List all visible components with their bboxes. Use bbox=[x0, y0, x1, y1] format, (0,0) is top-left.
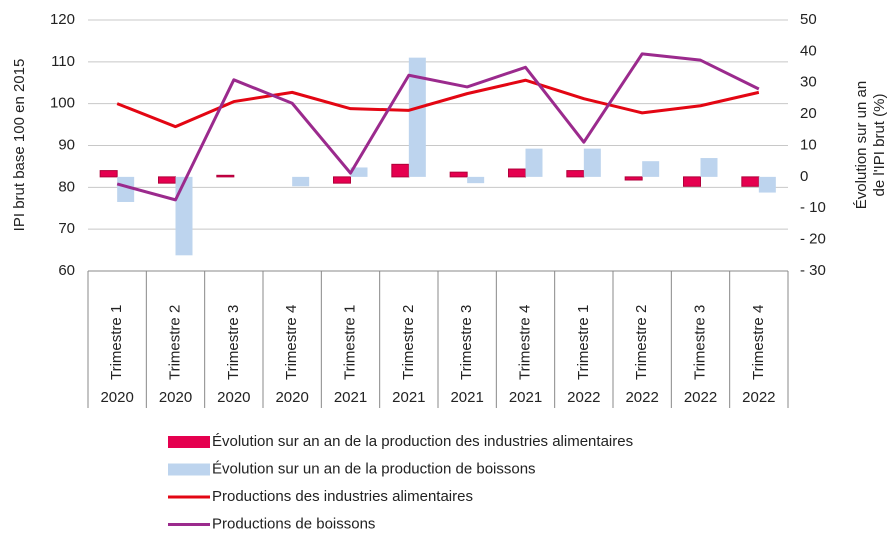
x-tick-label: Trimestre 4 bbox=[750, 305, 767, 380]
bar bbox=[508, 168, 526, 178]
year-label: 2021 bbox=[450, 389, 483, 406]
bar bbox=[391, 163, 410, 178]
y-tick-label: 90 bbox=[58, 136, 75, 153]
bar bbox=[583, 148, 601, 177]
x-tick-label: Trimestre 3 bbox=[691, 305, 708, 380]
y-tick-label: 100 bbox=[50, 95, 75, 112]
year-label: 2020 bbox=[100, 389, 133, 406]
bar bbox=[175, 176, 193, 256]
y2-tick-label: - 10 bbox=[800, 199, 826, 216]
year-label: 2022 bbox=[625, 389, 658, 406]
bar bbox=[117, 176, 135, 202]
x-tick-label: Trimestre 3 bbox=[225, 305, 242, 380]
y2-tick-label: 40 bbox=[800, 42, 817, 59]
bar bbox=[333, 176, 351, 184]
year-label: 2020 bbox=[275, 389, 308, 406]
x-tick-label: Trimestre 1 bbox=[108, 305, 125, 380]
year-label: 2020 bbox=[159, 389, 192, 406]
x-tick-label: Trimestre 2 bbox=[166, 305, 183, 380]
y2-axis-label: de l'IPI brut (%) bbox=[871, 94, 888, 197]
bar bbox=[741, 176, 760, 187]
x-tick-label: Trimestre 3 bbox=[458, 305, 475, 380]
bar bbox=[566, 170, 585, 178]
line bbox=[116, 52, 760, 202]
bar bbox=[350, 167, 368, 177]
legend-label: Productions de boissons bbox=[212, 515, 375, 532]
year-label: 2020 bbox=[217, 389, 250, 406]
year-label: 2022 bbox=[742, 389, 775, 406]
legend-swatch bbox=[168, 463, 210, 476]
legend-swatch bbox=[168, 436, 210, 448]
y2-tick-label: 10 bbox=[800, 136, 817, 153]
y2-tick-label: 0 bbox=[800, 168, 808, 185]
year-label: 2021 bbox=[334, 389, 367, 406]
bar bbox=[525, 148, 543, 177]
bar bbox=[292, 176, 310, 187]
y2-tick-label: 20 bbox=[800, 105, 817, 122]
bar bbox=[449, 171, 468, 178]
bar bbox=[216, 174, 235, 178]
x-tick-label: Trimestre 4 bbox=[516, 305, 533, 380]
year-label: 2022 bbox=[684, 389, 717, 406]
bar bbox=[700, 158, 718, 177]
year-label: 2022 bbox=[567, 389, 600, 406]
legend-label: Productions des industries alimentaires bbox=[212, 488, 473, 505]
bar bbox=[758, 176, 776, 193]
y2-tick-label: 50 bbox=[800, 11, 817, 28]
bar bbox=[642, 161, 660, 177]
y2-tick-label: - 30 bbox=[800, 262, 826, 279]
bar bbox=[467, 176, 485, 184]
y-tick-label: 80 bbox=[58, 178, 75, 195]
legend-label: Évolution sur un an de la production de … bbox=[212, 460, 536, 477]
bar bbox=[158, 176, 176, 184]
year-label: 2021 bbox=[392, 389, 425, 406]
line bbox=[116, 78, 760, 129]
y-tick-label: 120 bbox=[50, 11, 75, 28]
y-tick-label: 70 bbox=[58, 220, 75, 237]
x-tick-label: Trimestre 2 bbox=[633, 305, 650, 380]
x-tick-label: Trimestre 1 bbox=[575, 305, 592, 380]
x-tick-label: Trimestre 2 bbox=[400, 305, 417, 380]
y-axis-label: IPI brut base 100 en 2015 bbox=[11, 59, 28, 232]
y2-axis-label: Évolution sur un an bbox=[853, 81, 870, 209]
y-tick-label: 60 bbox=[58, 262, 75, 279]
x-tick-label: Trimestre 1 bbox=[341, 305, 358, 380]
y2-tick-label: - 20 bbox=[800, 231, 826, 248]
x-tick-label: Trimestre 4 bbox=[283, 305, 300, 380]
y2-tick-label: 30 bbox=[800, 74, 817, 91]
year-label: 2021 bbox=[509, 389, 542, 406]
bar bbox=[408, 57, 426, 177]
y-tick-label: 110 bbox=[51, 53, 75, 70]
legend-label: Évolution sur an an de la production des… bbox=[212, 433, 633, 450]
bar bbox=[624, 176, 643, 181]
bar bbox=[683, 176, 701, 187]
bar bbox=[99, 170, 118, 178]
